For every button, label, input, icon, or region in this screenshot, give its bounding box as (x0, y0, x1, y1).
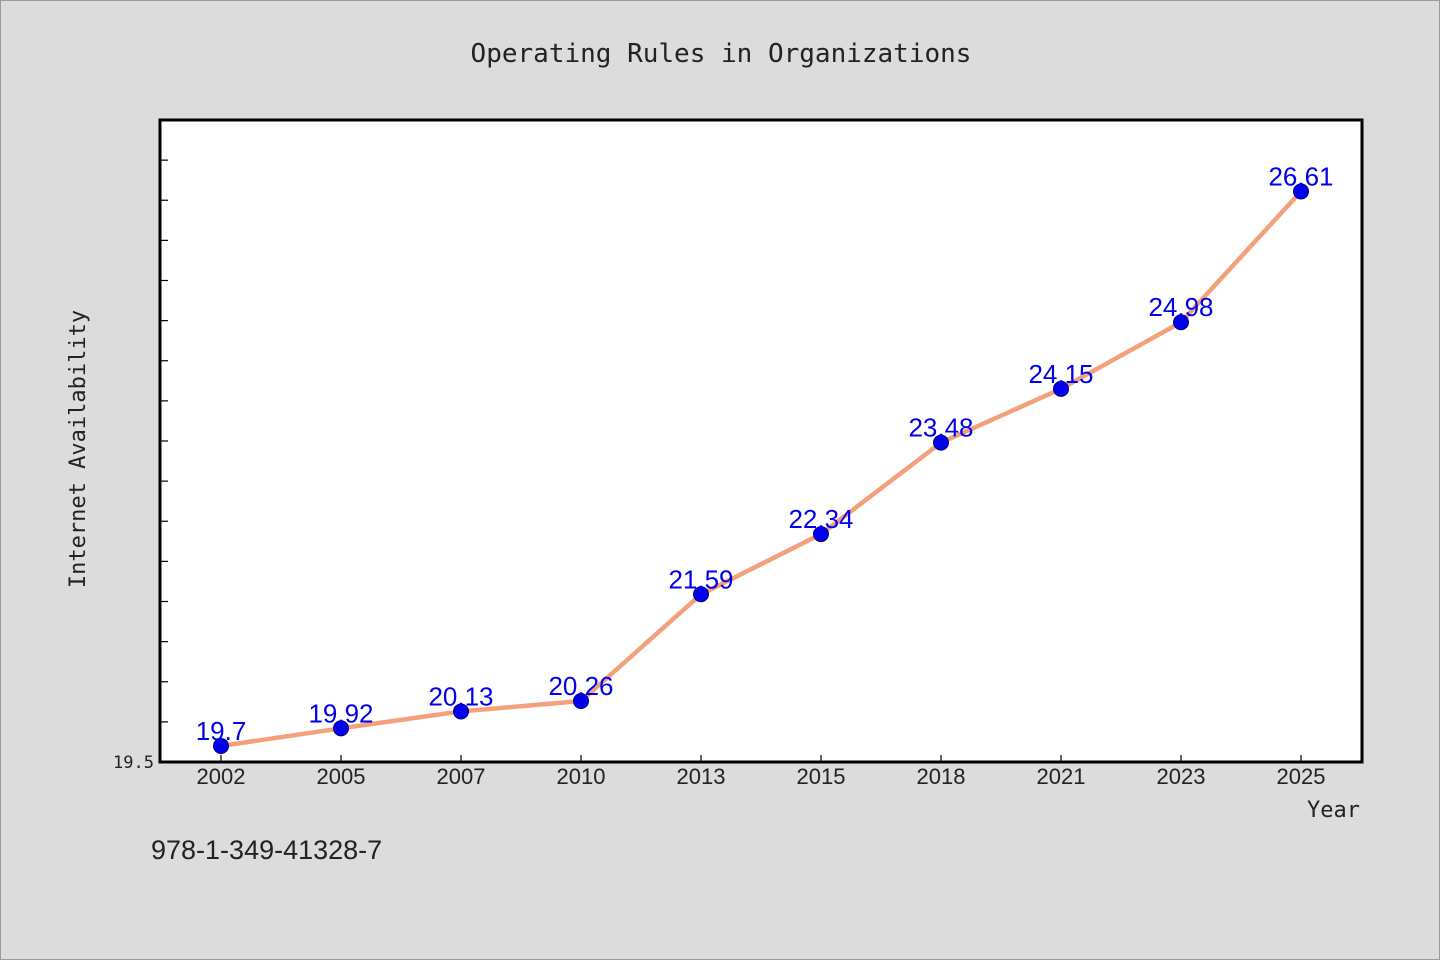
x-axis-label: Year (1307, 798, 1360, 823)
data-label: 19.7 (196, 716, 247, 746)
x-tick-label: 2010 (557, 764, 606, 789)
data-point (933, 434, 949, 451)
data-point (813, 526, 829, 543)
data-label: 23.48 (908, 413, 973, 443)
data-point (213, 737, 229, 754)
x-tick-label: 2015 (797, 764, 846, 789)
data-label: 20.26 (548, 671, 613, 701)
x-tick-label: 2023 (1157, 764, 1206, 789)
data-label: 22.34 (788, 504, 853, 534)
data-point (1293, 183, 1309, 200)
y-axis-label: Internet Availability (66, 310, 91, 588)
x-tick-label: 2007 (437, 764, 486, 789)
x-tick-label: 2005 (317, 764, 366, 789)
data-label: 19.92 (308, 698, 373, 728)
data-label: 24.15 (1028, 359, 1093, 389)
data-label: 24.98 (1148, 292, 1213, 322)
data-point (333, 720, 349, 737)
data-label: 26.61 (1268, 161, 1333, 191)
x-tick-label: 2018 (917, 764, 966, 789)
x-tick-label: 2013 (677, 764, 726, 789)
x-tick-label: 2002 (197, 764, 246, 789)
series-layer: 19.7 19.92 20.13 20.26 21.59 22.34 23.48 24.15 2… (196, 161, 1334, 754)
x-axis-ticks: 2002 2005 2007 2010 2013 2015 2018 2021 2023 2025 (197, 755, 1326, 789)
data-point (1173, 314, 1189, 331)
y-axis-ticks: 19.5 (113, 119, 168, 773)
data-point (573, 693, 589, 710)
x-tick-label: 2025 (1277, 764, 1326, 789)
isbn-text: 978-1-349-41328-7 (151, 835, 383, 865)
x-tick-label: 2021 (1037, 764, 1086, 789)
data-label: 20.13 (428, 681, 493, 711)
series-line (218, 189, 1304, 749)
chart-title: Operating Rules in Organizations (471, 39, 972, 69)
plot-area (158, 118, 1364, 764)
data-point (453, 703, 469, 720)
data-label: 21.59 (668, 564, 733, 594)
data-point (693, 586, 709, 603)
data-point (1053, 380, 1069, 397)
y-tick-label: 19.5 (113, 753, 154, 773)
